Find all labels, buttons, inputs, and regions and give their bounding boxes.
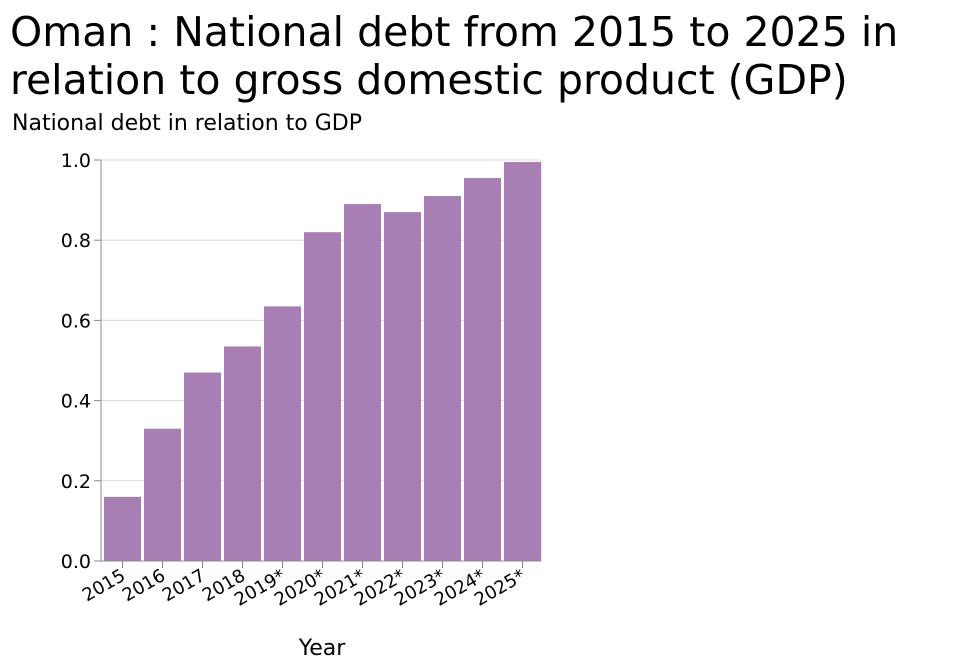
y-tick-label-0: 0.0 [61, 551, 91, 573]
chart-title-line-2: relation to gross domestic product (GDP) [10, 56, 848, 104]
bar-2017 [184, 372, 221, 561]
y-tick-label-1: 0.2 [61, 471, 91, 493]
bar-2024-projected [464, 178, 501, 562]
chart-title-line-1: Oman : National debt from 2015 to 2025 i… [10, 8, 899, 56]
bar-2020-projected [304, 232, 341, 561]
y-tick-label-3: 0.6 [61, 310, 91, 332]
y-axis-label: National debt in relation to GDP [12, 111, 362, 136]
x-axis-label: Year [298, 636, 347, 661]
y-tick-label-4: 0.8 [61, 230, 91, 252]
bar-2018 [224, 346, 261, 561]
chart-title: Oman : National debt from 2015 to 2025 i… [10, 8, 960, 104]
bar-2025-projected [504, 162, 541, 561]
bars [104, 162, 541, 562]
bar-2016 [144, 428, 181, 561]
axes [94, 159, 541, 568]
bar-2022-projected [384, 212, 421, 561]
bar-2021-projected [344, 204, 381, 562]
y-tick-label-5: 1.0 [61, 150, 91, 172]
bar-2023-projected [424, 196, 461, 561]
bar-2019-projected [264, 306, 301, 561]
y-tick-label-2: 0.4 [61, 391, 91, 413]
bar-2015 [104, 496, 141, 561]
